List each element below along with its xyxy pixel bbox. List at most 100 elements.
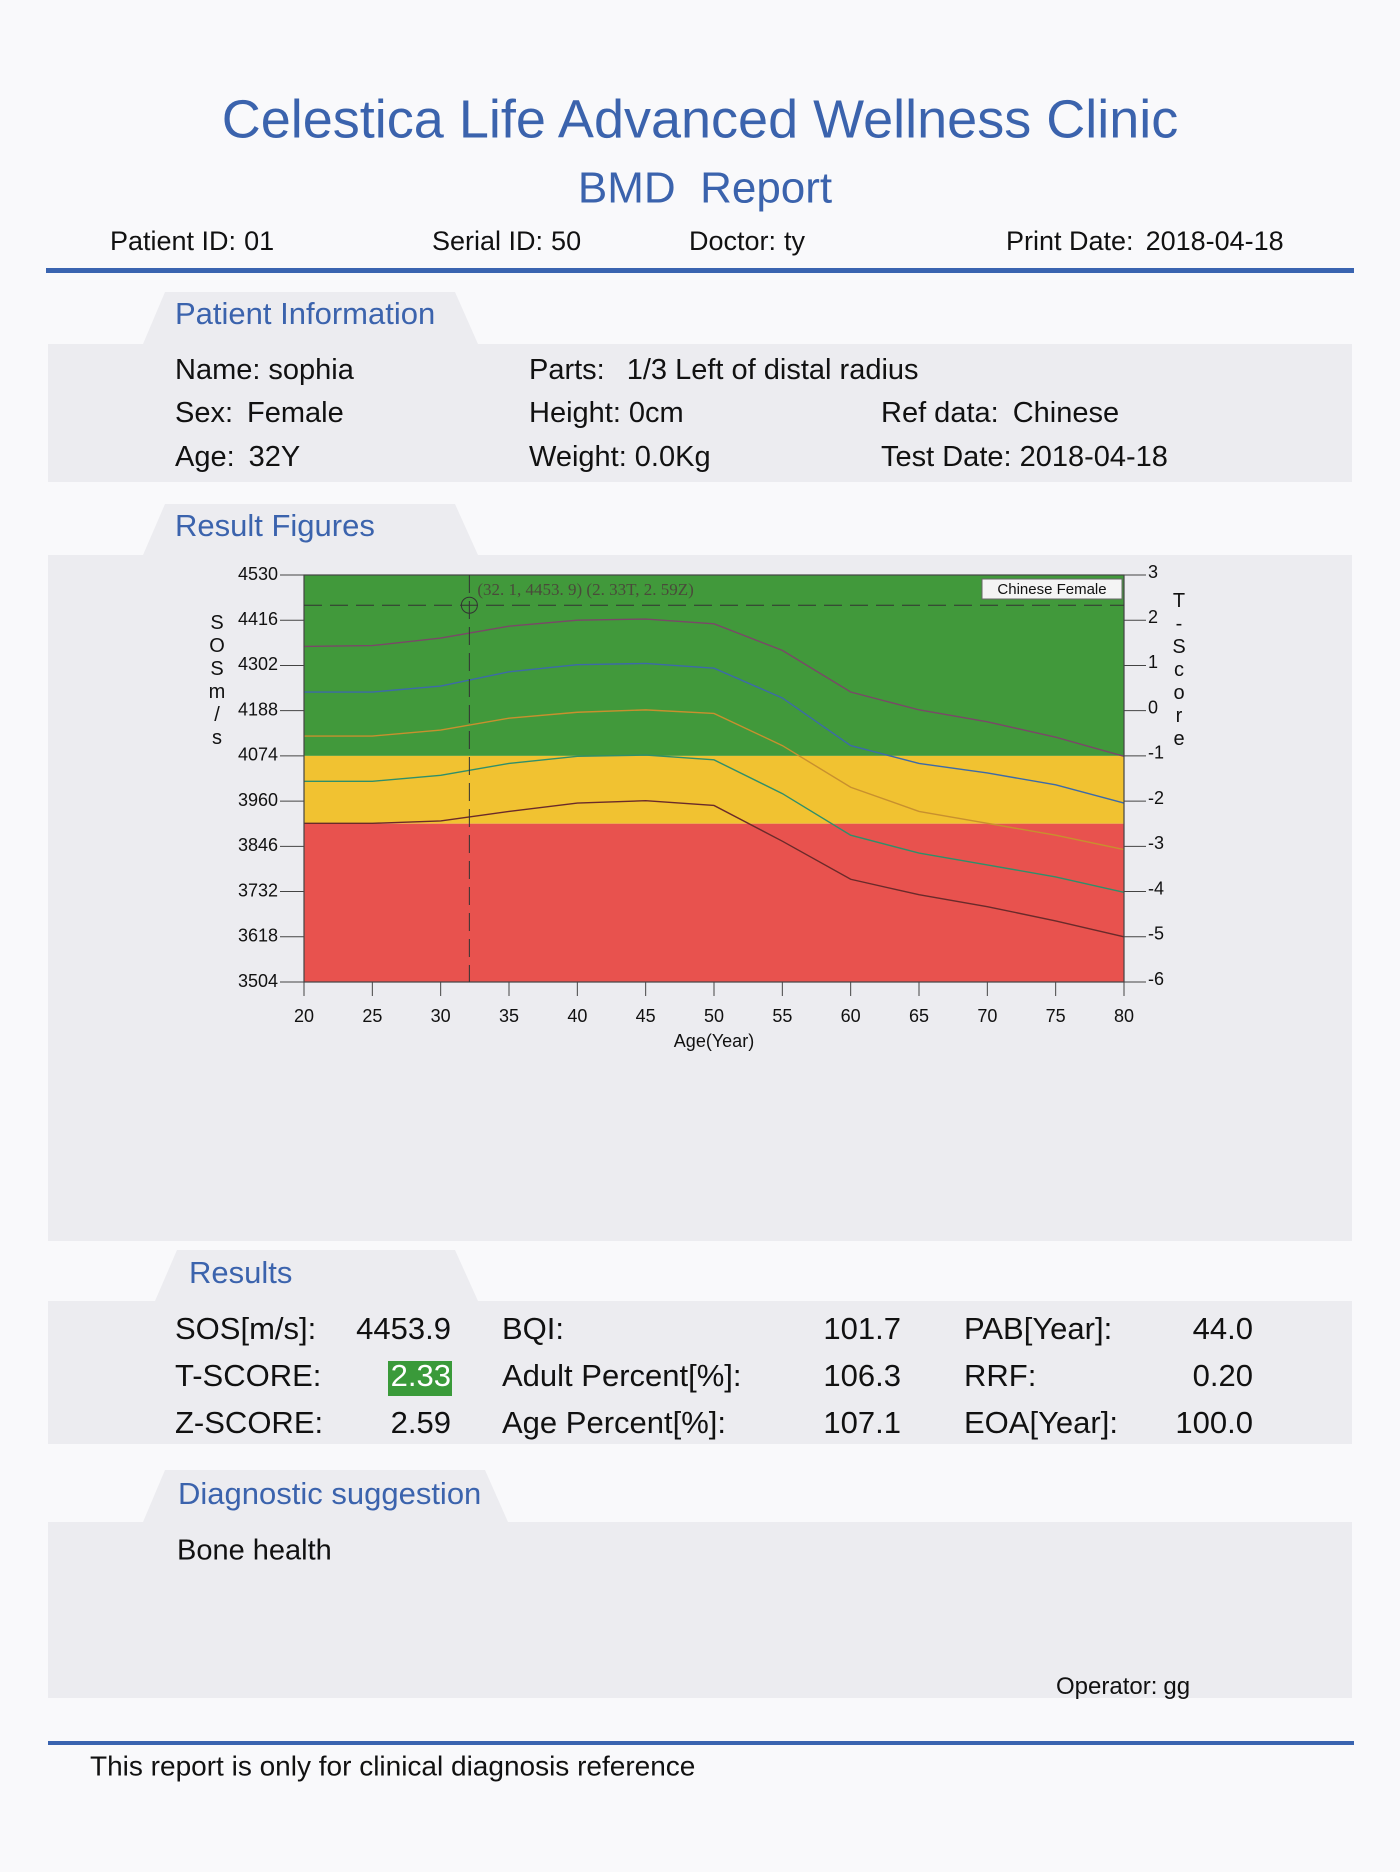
x-tick-label: 50: [704, 1006, 724, 1026]
result-label: SOS[m/s]:: [175, 1311, 316, 1346]
header-rule: [46, 268, 1354, 273]
diagnostic-panel: [48, 1522, 1352, 1698]
y2-tick-label: 2: [1148, 607, 1158, 627]
marker: [460, 596, 478, 614]
meta-label: Serial ID:: [432, 226, 543, 256]
y2-tick-label: -6: [1148, 969, 1164, 989]
zone-band: [304, 575, 1124, 756]
section-heading: Result Figures: [175, 508, 375, 543]
info-label: Parts:: [529, 354, 605, 386]
x-tick-label: 35: [499, 1006, 519, 1026]
meta-value: 50: [551, 226, 581, 256]
meta-field: Print Date: 2018-04-18: [1006, 226, 1284, 256]
footer-rule: [48, 1741, 1354, 1745]
section-tab: [143, 292, 478, 344]
y-tick-label: 3846: [238, 835, 278, 855]
x-tick-label: 30: [431, 1006, 451, 1026]
result-value: 2.33: [391, 1358, 451, 1393]
info-value: 1/3 Left of distal radius: [627, 354, 919, 386]
x-tick-label: 40: [567, 1006, 587, 1026]
y-tick-label: 3732: [238, 880, 278, 900]
info-value: 2018-04-18: [1020, 441, 1168, 473]
y2-axis-label: T-Score: [1168, 590, 1190, 751]
meta-value: 01: [244, 226, 274, 256]
x-axis-label: Age(Year): [674, 1031, 754, 1051]
info-label: Ref data:: [881, 397, 999, 429]
result-label: RRF:: [964, 1358, 1036, 1393]
result-label: PAB[Year]:: [964, 1311, 1112, 1346]
section-tab: [155, 1250, 478, 1301]
reference-curve: [304, 800, 1125, 938]
y-tick-label: 4074: [238, 745, 278, 765]
x-tick-label: 75: [1046, 1006, 1066, 1026]
info-value: Chinese: [1013, 397, 1119, 429]
y-tick-label: 3618: [238, 926, 278, 946]
info-field: Parts: 1/3 Left of distal radius: [529, 354, 919, 386]
info-label: Test Date:: [881, 441, 1012, 473]
info-field: Name: sophia: [175, 354, 355, 386]
y2-tick-label: -5: [1148, 924, 1164, 944]
diagnostic-text: Bone health: [177, 1535, 332, 1567]
info-value: 0.0Kg: [635, 441, 711, 473]
info-value: 0cm: [629, 397, 684, 429]
x-tick-label: 80: [1114, 1006, 1134, 1026]
info-label: Height:: [529, 397, 621, 429]
subtitle: BMD Report: [578, 164, 832, 213]
info-label: Age:: [175, 441, 235, 473]
operator-label: Operator:: [1056, 1673, 1157, 1700]
info-label: Name:: [175, 354, 260, 386]
result-label: EOA[Year]:: [964, 1405, 1118, 1440]
highlight: [388, 1361, 452, 1396]
y2-tick-label: -4: [1148, 878, 1164, 898]
reference-curve: [304, 662, 1125, 804]
zone-band: [304, 823, 1124, 982]
info-value: 32Y: [249, 441, 301, 473]
annotation: (32. 1, 4453. 9) (2. 33T, 2. 59Z): [477, 580, 693, 599]
result-value: 100.0: [1175, 1405, 1253, 1440]
result-value: 4453.9: [356, 1311, 451, 1346]
meta-label: Doctor:: [689, 226, 776, 256]
result-value: 0.20: [1193, 1358, 1253, 1393]
section-tab: [143, 504, 478, 555]
y-tick-label: 4188: [238, 699, 278, 719]
meta-value: ty: [784, 226, 806, 256]
meta-label: Print Date:: [1006, 226, 1134, 256]
section-heading: Diagnostic suggestion: [178, 1476, 481, 1511]
operator-value: gg: [1163, 1673, 1190, 1700]
result-value: 106.3: [823, 1358, 901, 1393]
footer: This report is only for clinical diagnos…: [90, 1750, 695, 1781]
y-tick-label: 4302: [238, 654, 278, 674]
y2-tick-label: -2: [1148, 788, 1164, 808]
x-tick-label: 20: [294, 1006, 314, 1026]
meta-value: 2018-04-18: [1146, 226, 1284, 256]
info-field: Sex: Female: [175, 397, 344, 429]
result-value: 44.0: [1193, 1311, 1253, 1346]
info-field: Height: 0cm: [529, 397, 684, 429]
y-axis-label: SOSm/s: [206, 612, 228, 750]
chart: 3504361837323846396040744188430244164530…: [238, 562, 1164, 1051]
x-tick-label: 55: [772, 1006, 792, 1026]
y-tick-label: 3960: [238, 790, 278, 810]
section-tab: [143, 1470, 508, 1522]
result-label: T-SCORE:: [175, 1358, 321, 1393]
y2-tick-label: 3: [1148, 562, 1158, 582]
results-panel: [48, 1301, 1352, 1444]
result-value: 101.7: [823, 1311, 901, 1346]
title: Celestica Life Advanced Wellness Clinic: [222, 89, 1178, 149]
meta-field: Doctor: ty: [689, 226, 806, 256]
y-tick-label: 3504: [238, 971, 278, 991]
reference-curve: [303, 618, 1125, 757]
operator: Operator: gg: [1056, 1673, 1190, 1700]
info-panel: [48, 344, 1352, 482]
legend-label: Chinese Female: [997, 581, 1106, 598]
result-value: 107.1: [823, 1405, 901, 1440]
zone-band: [304, 755, 1124, 824]
meta-field: Serial ID: 50: [432, 226, 581, 256]
result-label: Adult Percent[%]:: [502, 1358, 742, 1393]
y2-tick-label: 0: [1148, 697, 1158, 717]
info-field: Ref data: Chinese: [881, 397, 1119, 429]
meta-field: Patient ID: 01: [110, 226, 274, 256]
info-value: sophia: [268, 354, 354, 386]
x-tick-label: 65: [909, 1006, 929, 1026]
info-field: Age: 32Y: [175, 441, 300, 473]
